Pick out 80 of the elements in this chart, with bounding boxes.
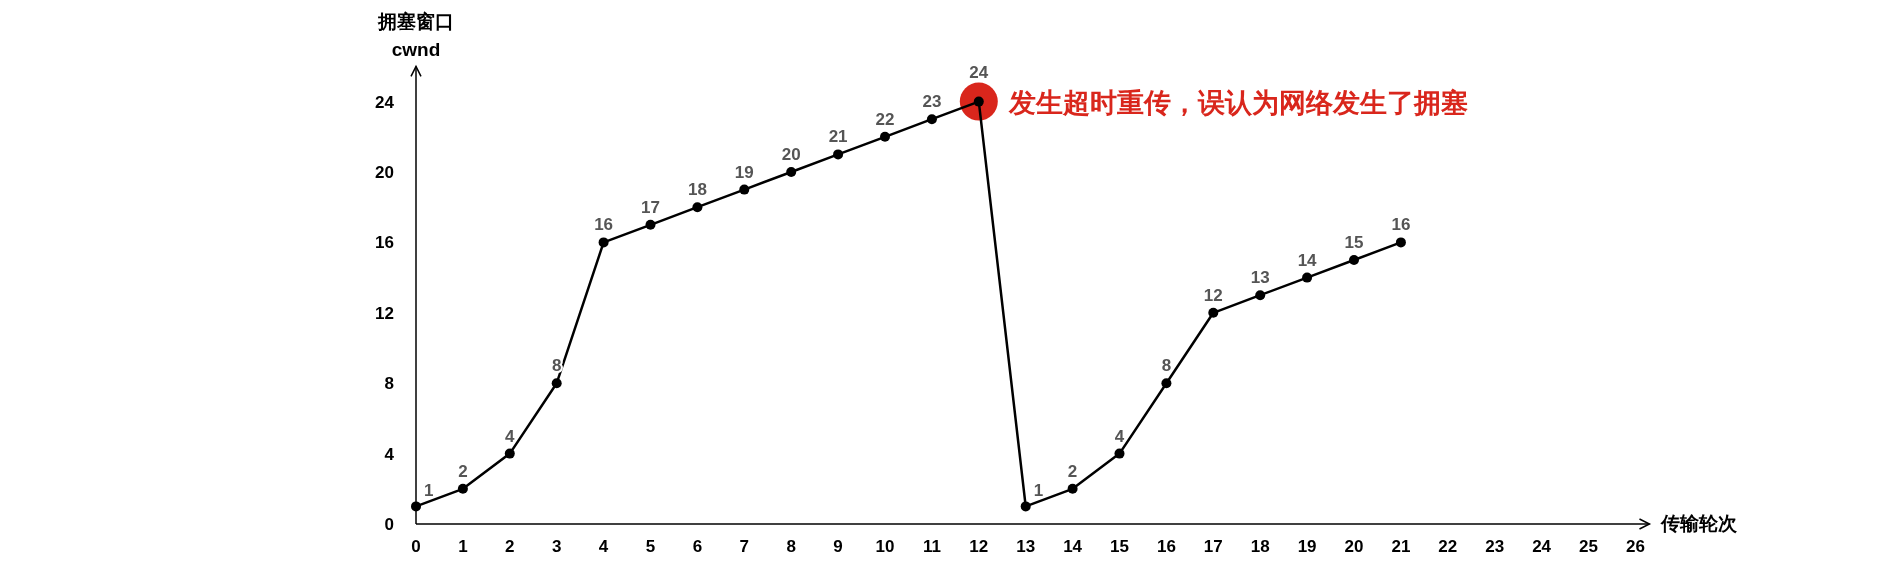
- data-label: 13: [1250, 268, 1270, 288]
- x-tick-label: 19: [1297, 537, 1317, 556]
- x-tick-label: 7: [739, 537, 750, 556]
- point: [1395, 237, 1406, 248]
- point: [1161, 378, 1172, 389]
- data-label: 16: [1391, 215, 1411, 235]
- data-label: 4: [1114, 426, 1125, 446]
- x-tick-label: 20: [1344, 537, 1364, 556]
- x-tick-label: 8: [786, 537, 796, 556]
- point: [926, 114, 937, 125]
- point: [598, 237, 609, 248]
- data-label: 1: [424, 481, 434, 501]
- y-tick-label: 0: [384, 515, 394, 534]
- data-label: 8: [1161, 356, 1172, 376]
- point: [880, 131, 890, 142]
- x-tick-label: 12: [969, 537, 989, 556]
- data-label: 18: [687, 180, 707, 200]
- y-tick-label: 12: [375, 303, 394, 323]
- point: [645, 219, 656, 230]
- y-tick-label: 20: [375, 163, 394, 182]
- data-label: 15: [1344, 233, 1364, 252]
- x-tick-label: 5: [645, 537, 656, 556]
- x-tick-label: 23: [1485, 537, 1505, 556]
- x-tick-label: 16: [1156, 537, 1176, 556]
- point: [1114, 448, 1125, 459]
- x-tick-label: 21: [1391, 537, 1411, 556]
- point: [833, 149, 844, 160]
- x-tick-label: 9: [833, 537, 843, 556]
- data-label: 23: [922, 92, 942, 112]
- data-label: 22: [875, 109, 895, 129]
- data-label: 19: [734, 162, 754, 182]
- y-tick-label: 4: [384, 444, 395, 464]
- y-tick-label: 16: [375, 233, 394, 253]
- data-label: 17: [641, 197, 660, 217]
- x-tick-label: 6: [692, 537, 703, 556]
- x-tick-label: 22: [1438, 537, 1458, 556]
- x-tick-label: 3: [551, 537, 562, 556]
- x-tick-label: 1: [458, 537, 468, 556]
- x-tick-label: 15: [1110, 537, 1129, 556]
- point: [739, 184, 750, 195]
- x-tick-label: 26: [1625, 537, 1645, 556]
- point: [1255, 290, 1266, 301]
- x-tick-label: 24: [1532, 537, 1552, 556]
- data-label: 2: [1067, 461, 1078, 481]
- point: [1020, 501, 1031, 512]
- x-tick-label: 11: [922, 537, 941, 556]
- data-label: 1: [1033, 481, 1044, 501]
- point: [1208, 307, 1219, 318]
- x-tick-label: 17: [1203, 537, 1223, 556]
- data-label: 12: [1203, 285, 1223, 305]
- point: [504, 448, 515, 459]
- x-tick-label: 10: [875, 537, 895, 556]
- point: [457, 483, 468, 494]
- data-label: 20: [781, 145, 801, 164]
- y-axis-title: 拥塞窗口 cwnd: [377, 11, 454, 60]
- x-tick-label: 13: [1016, 537, 1036, 556]
- point: [1067, 483, 1078, 494]
- data-label: 8: [551, 356, 562, 376]
- annotation: 发生超时重传，误认为网络发生了拥塞: [1007, 87, 1468, 118]
- x-tick-label: 4: [598, 537, 609, 556]
- point: [786, 167, 797, 177]
- x-tick-label: 0: [411, 537, 421, 556]
- data-label: 2: [458, 461, 468, 481]
- x-tick-label: 2: [505, 537, 515, 556]
- data-label: 21: [828, 127, 848, 147]
- y-tick-label: 24: [375, 92, 395, 112]
- point: [551, 378, 562, 389]
- x-tick-label: 25: [1579, 537, 1598, 556]
- data-label: 16: [594, 215, 614, 235]
- data-label: 4: [505, 426, 516, 446]
- x-axis-title: 传输轮次: [1660, 513, 1739, 534]
- point: [1302, 272, 1313, 283]
- y-tick-label: 8: [384, 374, 394, 394]
- point: [411, 501, 421, 512]
- point: [692, 202, 703, 213]
- point: [1349, 255, 1359, 265]
- x-tick-label: 18: [1250, 537, 1270, 556]
- x-tick-label: 14: [1063, 537, 1083, 556]
- data-label: 14: [1297, 250, 1318, 270]
- data-label: 24: [969, 62, 989, 82]
